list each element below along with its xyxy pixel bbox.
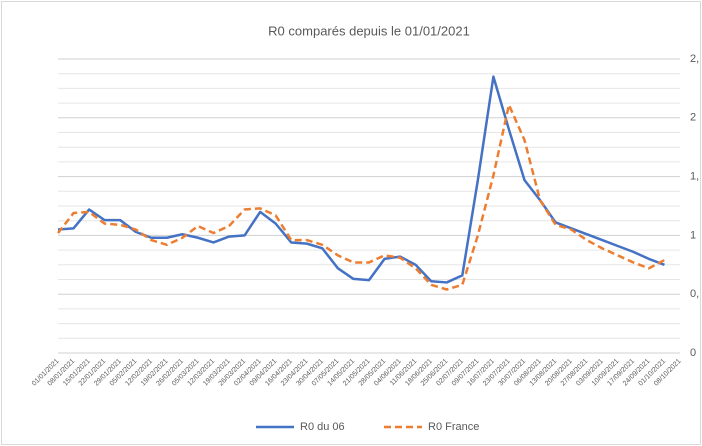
y-tick-label: 0 bbox=[690, 347, 696, 359]
y-tick-label: 2 bbox=[690, 112, 696, 124]
y-tick-label: 1, bbox=[690, 171, 699, 183]
y-tick-label: 0, bbox=[690, 288, 699, 300]
series-line bbox=[57, 103, 666, 291]
series-line bbox=[57, 75, 665, 284]
y-tick-label: 1 bbox=[690, 229, 696, 241]
y-tick-label: 2, bbox=[690, 53, 699, 65]
legend-label: R0 France bbox=[428, 421, 479, 433]
chart-title: R0 comparés depuis le 01/01/2021 bbox=[268, 23, 470, 38]
legend-label: R0 du 06 bbox=[300, 421, 345, 433]
